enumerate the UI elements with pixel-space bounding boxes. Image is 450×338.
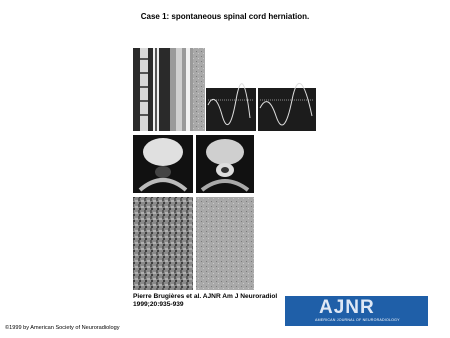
slide-title: Case 1: spontaneous spinal cord herniati… <box>140 12 310 21</box>
logo-subtitle: AMERICAN JOURNAL OF NEURORADIOLOGY <box>315 318 400 322</box>
mri-phase-2 <box>258 82 316 131</box>
logo-mark: AJNR <box>319 297 375 318</box>
citation: Pierre Brugières et al. AJNR Am J Neuror… <box>133 293 278 308</box>
mri-sagittal <box>133 48 170 131</box>
histology-1 <box>133 197 193 290</box>
copyright: ©1999 by American Society of Neuroradiol… <box>5 325 120 331</box>
mri-axial-1 <box>133 135 193 193</box>
mri-phase-1 <box>206 83 256 131</box>
mri-sagittal-2 <box>170 48 205 131</box>
mri-axial-2 <box>196 135 254 193</box>
histology-2 <box>196 197 254 290</box>
journal-logo: AJNR AMERICAN JOURNAL OF NEURORADIOLOGY <box>285 296 428 326</box>
